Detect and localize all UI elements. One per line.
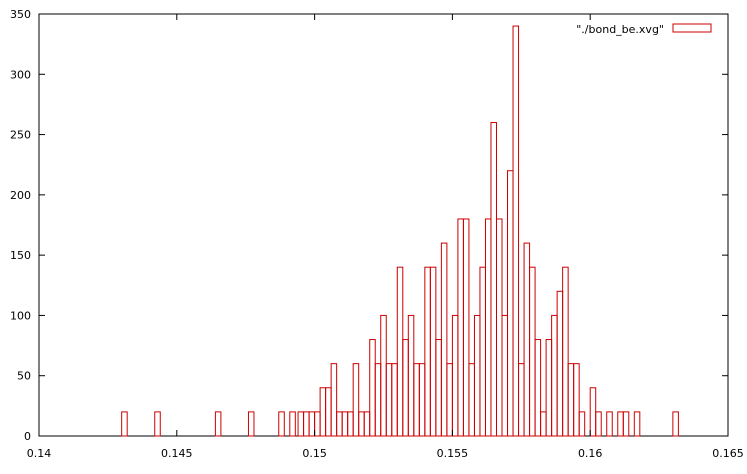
histogram-bar [622,411,630,437]
histogram-bar [573,363,580,437]
histogram-bar [468,363,475,437]
histogram-bar [435,339,442,437]
plot-frame [38,13,729,437]
histogram-bar [303,411,310,437]
histogram-bar [540,411,547,437]
histogram-bar [424,266,431,437]
histogram-bar [330,363,338,437]
histogram-bar [507,170,514,437]
x-tick-label: 0.155 [437,447,469,460]
histogram-bar [567,363,575,437]
x-tick-label: 0.14 [27,447,52,460]
histogram-bar [484,218,492,437]
histogram-bar [617,411,624,437]
histogram-bar [402,339,409,437]
y-tick-label: 350 [10,8,31,21]
histogram-bar [595,411,602,437]
histogram-bar [247,411,255,437]
y-tick-label: 50 [17,370,31,383]
histogram-bar [529,266,536,437]
histogram-bar [380,314,387,437]
histogram-bar [479,266,486,437]
histogram-bar [308,411,316,437]
histogram-bar [336,411,343,437]
histogram-bar [512,25,520,437]
histogram-bar [214,411,222,437]
y-tick-label: 0 [24,430,31,443]
histogram-bar [578,411,586,437]
histogram-bar [391,363,398,437]
y-tick-label: 150 [10,249,31,262]
x-tick-label: 0.145 [161,447,193,460]
histogram-bar [347,411,354,437]
y-tick-label: 100 [10,309,31,322]
histogram-bar [672,411,679,437]
histogram-bar [325,387,332,437]
histogram-bar [446,363,453,437]
histogram-bar [352,363,360,437]
y-tick-label: 250 [10,129,31,142]
histogram-bar [297,411,305,437]
histogram-bar [121,411,128,437]
histogram-bar [545,339,553,437]
histogram-bar [314,411,321,437]
y-tick-label: 300 [10,68,31,81]
histogram-bar [396,266,404,437]
histogram-bar [473,314,481,437]
legend: "./bond_be.xvg" [576,23,712,36]
histogram-bar [562,266,569,437]
histogram-bar [358,411,365,437]
histogram-bar [154,411,161,437]
histogram-bar [589,387,597,437]
histogram-bar [319,387,327,437]
histogram-bar [407,314,415,437]
histogram-bar [523,242,531,437]
histogram-bar [462,218,470,437]
histogram-bar [457,218,464,437]
histogram-bar [385,363,393,437]
histogram-bar [289,411,296,437]
histogram-bar [413,363,420,437]
histogram-bar [440,242,448,437]
histogram-bar [341,411,349,437]
legend-label: "./bond_be.xvg" [576,23,664,36]
x-tick-label: 0.15 [302,447,327,460]
histogram-bar [633,411,641,437]
x-tick-label: 0.16 [578,447,603,460]
x-tick-label: 0.165 [712,447,744,460]
histogram-bar [551,314,558,437]
bars-layer [121,25,679,437]
histogram-bar [363,411,371,437]
histogram-bar [501,314,509,437]
histogram-bar [451,314,459,437]
histogram-bar [418,363,426,437]
ticks-layer: 0.14 0.145 0.15 0.155 0.16 0.165 0 50 100 150 200 2… [10,8,744,460]
histogram-bar [534,339,542,437]
histogram-bar [490,122,497,437]
histogram-bar [278,411,285,437]
histogram-bar [556,290,564,437]
histogram-bar [496,218,503,437]
histogram-bar [429,266,437,437]
histogram-bar [518,363,525,437]
histogram-bar [374,363,382,437]
histogram-bar [369,339,376,437]
histogram-bar [606,411,613,437]
y-tick-label: 200 [10,189,31,202]
legend-swatch [672,23,712,33]
